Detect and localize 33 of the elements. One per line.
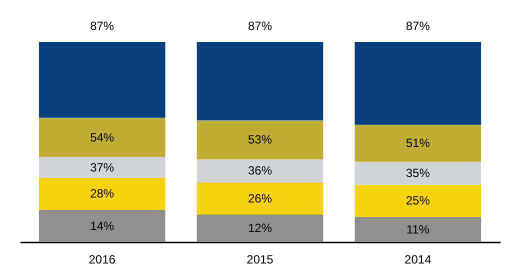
annotation: 87%: [406, 19, 430, 33]
annotation: 28%: [90, 186, 114, 201]
bar: [38, 157, 166, 178]
bar: [354, 124, 482, 162]
annotation: 54%: [90, 130, 114, 144]
annotation: 26%: [248, 191, 272, 206]
annotation: 51%: [406, 136, 430, 150]
annotation: 87%: [90, 19, 114, 33]
annotation: 35%: [406, 166, 430, 180]
bar: [354, 216, 482, 242]
annotation: 14%: [90, 218, 114, 233]
annotation: 53%: [248, 132, 272, 147]
bar: [354, 184, 482, 217]
bar: [196, 214, 324, 242]
bar: [354, 42, 482, 125]
annotation: 36%: [248, 164, 272, 178]
annotation: 12%: [248, 221, 272, 236]
bar: [38, 118, 166, 157]
x-tick-label: 2015: [246, 252, 274, 266]
bar: [196, 120, 324, 160]
annotation: 37%: [90, 160, 114, 174]
bar: [196, 182, 324, 214]
annotation: 11%: [406, 222, 430, 236]
bar: [38, 42, 166, 118]
bar: [196, 159, 324, 182]
bar: [38, 210, 166, 242]
annotation: 87%: [248, 19, 272, 33]
x-tick-label: 2016: [88, 252, 116, 266]
bar: [354, 162, 482, 185]
annotation: 25%: [406, 194, 430, 208]
bar: [196, 42, 324, 120]
bar: [38, 178, 166, 210]
x-tick-label: 2014: [404, 252, 432, 266]
